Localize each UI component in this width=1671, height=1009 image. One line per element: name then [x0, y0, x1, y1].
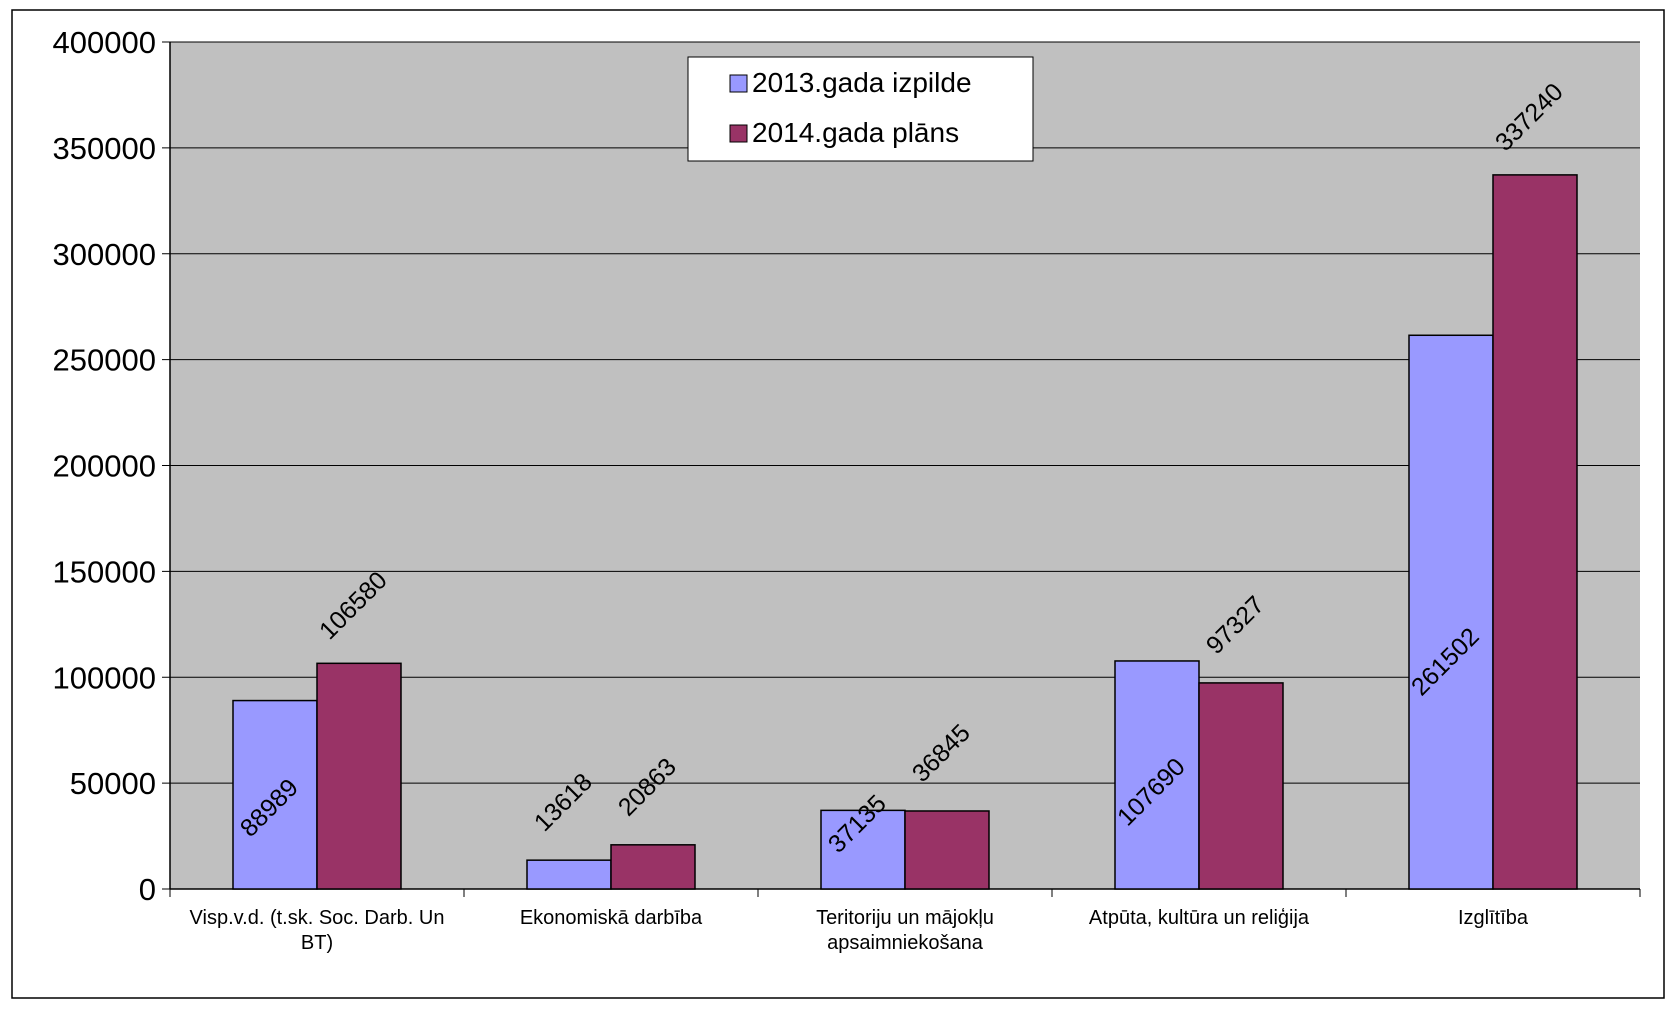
legend-swatch [730, 125, 747, 142]
x-tick-label: Izglītība [1458, 907, 1529, 929]
y-tick-label: 400000 [53, 25, 156, 60]
bar [1493, 175, 1577, 889]
y-tick-label: 200000 [53, 449, 156, 484]
legend-swatch [730, 75, 747, 92]
bar [611, 845, 695, 889]
y-tick-label: 250000 [53, 343, 156, 378]
bar [317, 663, 401, 889]
x-tick-label: Ekonomiskā darbība [520, 907, 703, 929]
y-tick-label: 350000 [53, 131, 156, 166]
bar [527, 860, 611, 889]
y-tick-label: 0 [139, 872, 156, 907]
bar [1199, 683, 1283, 889]
x-tick-label: Atpūta, kultūra un reliģija [1089, 907, 1310, 929]
y-tick-label: 50000 [70, 766, 156, 801]
legend: 2013.gada izpilde 2014.gada plāns [688, 57, 1033, 161]
legend-label: 2013.gada izpilde [752, 67, 972, 98]
y-tick-label: 100000 [53, 660, 156, 695]
y-tick-label: 300000 [53, 237, 156, 272]
y-tick-label: 150000 [53, 554, 156, 589]
bar [1409, 335, 1493, 889]
bar [905, 811, 989, 889]
legend-label: 2014.gada plāns [752, 117, 959, 148]
